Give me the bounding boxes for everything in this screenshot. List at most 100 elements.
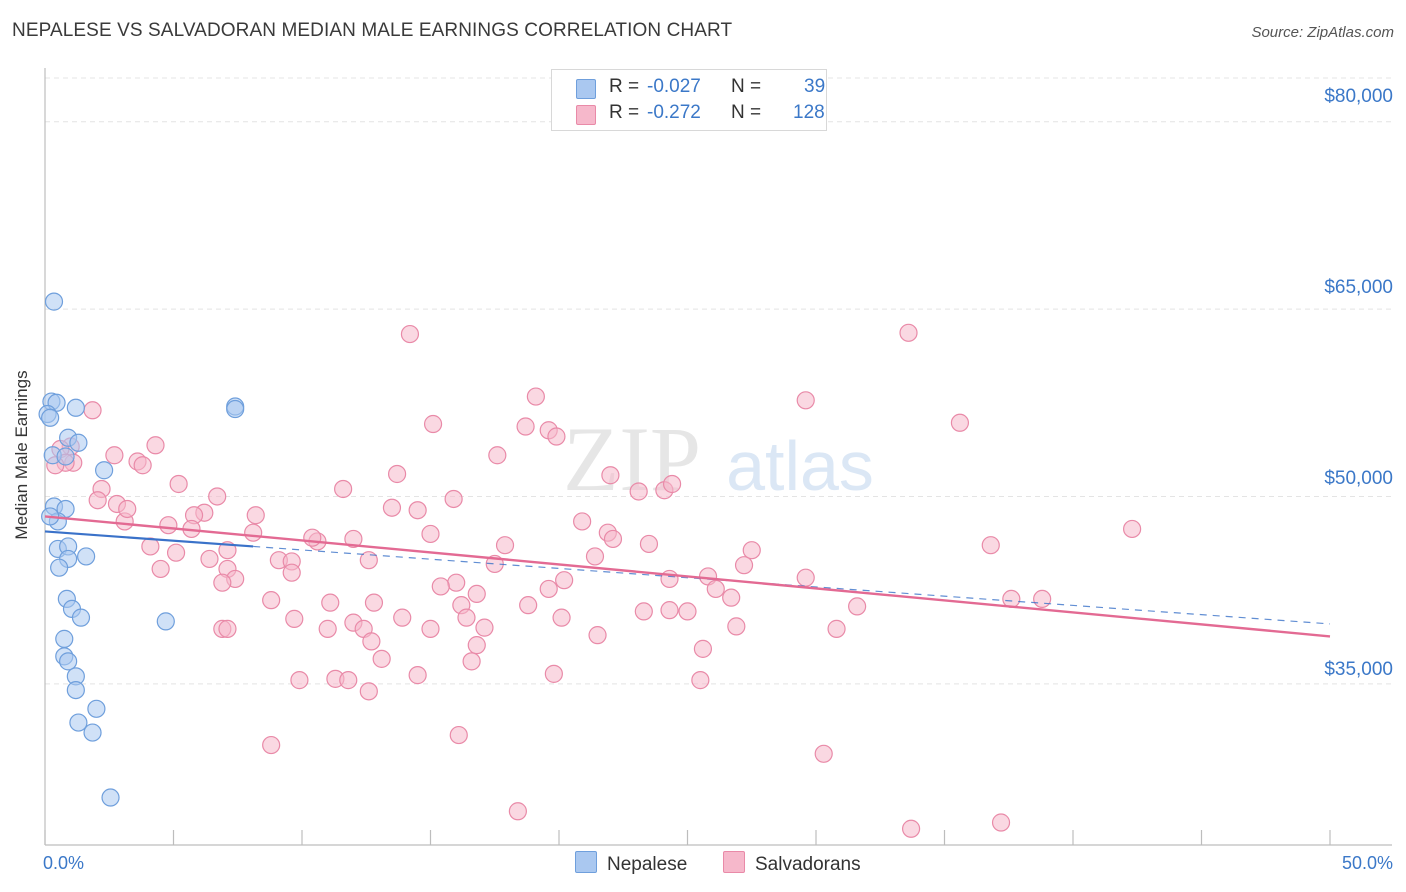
legend-r-value-nepalese: -0.027: [647, 76, 701, 97]
salvadoran-point: [691, 671, 710, 690]
salvadoran-swatch: [576, 105, 596, 125]
salvadoran-point: [118, 499, 137, 519]
salvadoran-point: [400, 324, 420, 344]
salvadoran-point: [495, 536, 515, 555]
legend-n-value-nepalese: 39: [804, 76, 826, 97]
salvadoran-point: [814, 744, 833, 763]
y-tick-65000: $65,000: [1324, 277, 1393, 298]
salvadoran-point: [639, 534, 659, 554]
salvadoran-point: [362, 632, 381, 651]
salvadoran-point: [727, 617, 746, 636]
salvadoran-point: [901, 819, 921, 838]
salvadoran-point: [151, 559, 170, 579]
salvadoran-point: [827, 619, 846, 638]
salvadoran-point: [421, 524, 440, 544]
salvadoran-point: [796, 568, 815, 587]
salvadoran-point: [629, 482, 648, 501]
salvadoran-point: [573, 512, 592, 531]
salvadoran-point: [660, 601, 679, 620]
nepalese-point: [101, 788, 120, 807]
salvadoran-point: [83, 401, 102, 420]
nepalese-point: [156, 612, 175, 631]
salvadoran-point: [662, 474, 682, 494]
salvadoran-point: [146, 436, 165, 455]
salvadoran-point: [262, 591, 281, 610]
salvadoran-point: [208, 487, 227, 506]
salvadoran-point: [372, 649, 391, 668]
salvadoran-point: [706, 579, 725, 599]
salvadoran-trend-line: [44, 515, 1331, 638]
salvadoran-point: [213, 573, 232, 592]
salvadoran-point: [334, 479, 353, 499]
salvadoran-point: [555, 571, 574, 590]
salvadoran-point: [318, 619, 337, 638]
watermark: ZIP atlas: [563, 408, 874, 510]
bottom-legend-nepalese: Nepalese: [575, 851, 687, 876]
salvadoran-point: [431, 577, 450, 596]
y-tick-80000: $80,000: [1324, 86, 1393, 107]
nepalese-point: [69, 713, 88, 732]
nepalese-point: [226, 399, 245, 419]
salvadoran-point: [359, 682, 378, 701]
salvadoran-point: [133, 456, 152, 475]
salvadoran-point: [519, 596, 538, 615]
nepalese-point: [83, 723, 102, 742]
salvadoran-points: [46, 323, 1142, 838]
salvadoran-point: [1002, 589, 1021, 609]
salvadoran-point: [526, 387, 545, 406]
legend-r-label: R =: [609, 76, 640, 97]
salvadoran-point: [585, 547, 605, 566]
salvadoran-point: [290, 671, 309, 690]
salvadoran-point: [262, 735, 281, 755]
salvadoran-point: [601, 466, 620, 485]
salvadoran-point: [218, 619, 237, 638]
salvadoran-point: [282, 563, 301, 582]
salvadoran-point: [462, 652, 481, 671]
chart-source: Source: ZipAtlas.com: [1251, 24, 1394, 41]
nepalese-point: [44, 292, 64, 311]
salvadoran-point: [508, 802, 527, 821]
salvadoran-point: [544, 664, 563, 683]
salvadoran-point: [991, 813, 1011, 832]
nepalese-point: [71, 608, 91, 627]
nepalese-point: [95, 461, 114, 480]
salvadoran-point: [359, 551, 378, 570]
nepalese-swatch: [576, 79, 596, 99]
salvadoran-point: [457, 608, 476, 627]
salvadoran-point: [303, 528, 322, 547]
nepalese-legend-label: Nepalese: [607, 854, 688, 875]
axes: [44, 68, 1392, 846]
salvadoran-point: [848, 597, 867, 616]
salvadoran-point: [382, 498, 402, 517]
salvadoran-point: [200, 549, 219, 569]
salvadoran-point: [467, 584, 486, 604]
nepalese-point: [55, 629, 74, 648]
salvadoran-point: [603, 529, 623, 549]
nepalese-point: [59, 652, 78, 671]
watermark-atlas: atlas: [726, 427, 874, 505]
nepalese-point: [50, 558, 69, 577]
legend-r-value-salvadoran: -0.272: [647, 102, 701, 123]
salvadoran-point: [722, 588, 741, 607]
salvadoran-point: [678, 602, 697, 621]
salvadoran-point: [475, 618, 494, 637]
salvadoran-point: [516, 417, 535, 436]
nepalese-legend-swatch: [575, 851, 597, 873]
salvadoran-point: [393, 608, 412, 627]
trend-lines: [44, 515, 1331, 638]
nepalese-point: [69, 433, 88, 452]
x-tick-min: 0.0%: [43, 853, 85, 873]
salvadoran-point: [588, 626, 607, 645]
salvadoran-point: [488, 446, 507, 465]
salvadoran-point: [693, 639, 713, 658]
salvadoran-point: [408, 666, 427, 685]
salvadoran-point: [467, 636, 486, 655]
legend-n-label: N =: [731, 76, 762, 97]
salvadoran-point: [444, 489, 463, 509]
legend-r-label: R =: [609, 102, 640, 123]
salvadoran-point: [1033, 589, 1052, 609]
legend-n-value-salvadoran: 128: [793, 102, 825, 123]
salvadoran-point: [796, 391, 815, 410]
y-axis-label: Median Male Earnings: [12, 370, 31, 540]
